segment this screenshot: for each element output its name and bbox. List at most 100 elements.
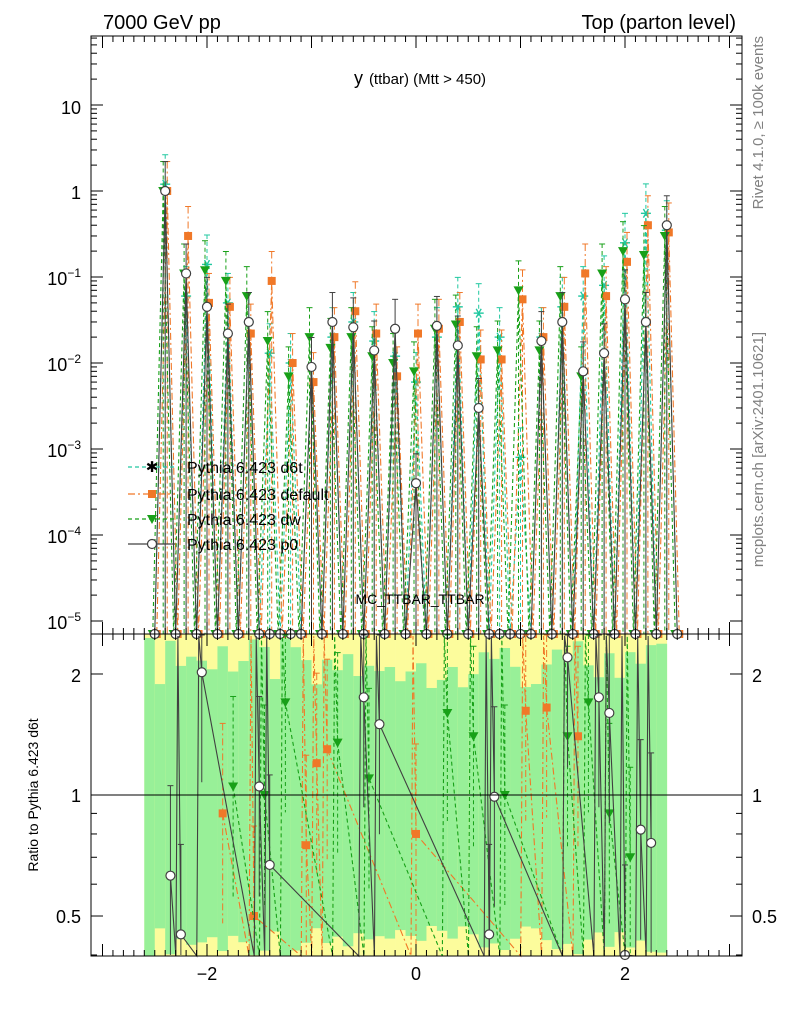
axes-ticks	[91, 36, 742, 956]
ratio-y-tick-label-0.5: 0.5	[56, 907, 81, 927]
ratio-point-p0	[635, 824, 646, 835]
ratio-band-green	[656, 643, 668, 953]
ratio-point-p0	[196, 667, 207, 678]
ratio-point-dw	[442, 708, 453, 718]
ratio-band-green	[144, 638, 156, 956]
data-point-p0	[243, 316, 254, 328]
side-label-events: Rivet 4.1.0, ≥ 100k events	[750, 36, 767, 209]
legend-marker-circle-icon	[146, 538, 158, 550]
data-point-default	[623, 257, 631, 266]
data-point-d6t	[473, 308, 484, 318]
legend: ✱ Pythia 6.423 d6t Pythia 6.423 default …	[128, 459, 329, 554]
data-point-p0	[431, 320, 442, 332]
ratio-point-default	[302, 841, 311, 850]
ratio-band-green	[290, 647, 302, 951]
y-tick-label-10: 10	[61, 98, 81, 118]
y-tick-label-1e-2: 10−2	[47, 352, 81, 375]
x-tick-label-neg2: −2	[197, 964, 218, 984]
data-point-default	[643, 221, 652, 230]
ratio-band-green	[269, 679, 281, 932]
ratio-band-green	[248, 639, 260, 956]
ratio-y-tick-label-2: 2	[71, 666, 81, 686]
data-point-p0	[557, 316, 568, 328]
ratio-band-green	[510, 666, 521, 939]
legend-entry-p0: Pythia 6.423 p0	[128, 537, 298, 554]
ratio-point-p0	[562, 652, 573, 663]
data-point-p0	[619, 294, 631, 305]
ratio-line-dw	[232, 635, 631, 957]
x-tick-label-0: 0	[411, 964, 421, 984]
data-point-default	[518, 295, 527, 304]
data-point-default	[267, 276, 276, 285]
data-point-dw	[220, 276, 231, 286]
ratio-point-default	[412, 829, 420, 838]
data-point-dw	[618, 247, 628, 257]
data-point-p0	[160, 185, 171, 197]
data-point-d6t	[620, 238, 630, 248]
data-point-dw	[597, 269, 608, 279]
ratio-point-p0	[646, 837, 657, 849]
ratio-point-dw	[625, 853, 636, 863]
ratio-band-green	[614, 677, 626, 933]
ratio-point-default	[542, 703, 551, 712]
data-point-default	[351, 307, 360, 316]
data-point-default	[414, 329, 422, 338]
legend-label-p0: Pythia 6.423 p0	[187, 537, 298, 554]
ratio-band-green	[353, 676, 365, 934]
legend-label-d6t: Pythia 6.423 d6t	[187, 460, 303, 477]
ratio-point-dw	[583, 698, 594, 708]
ratio-point-default	[312, 759, 321, 768]
data-point-p0	[640, 316, 652, 328]
plot-title: y (ttbar) (Mtt > 450)	[354, 68, 486, 88]
ratio-band-green	[238, 661, 250, 943]
ratio-band-green	[175, 665, 187, 940]
data-point-p0	[306, 361, 317, 373]
data-point-default	[581, 269, 590, 278]
header-right: Top (parton level)	[581, 12, 736, 34]
data-point-p0	[390, 323, 401, 334]
plot-title-sub: (ttbar) (Mtt > 450)	[369, 71, 486, 88]
ratio-band-green	[625, 652, 636, 948]
ratio-point-p0	[264, 859, 275, 871]
plot-title-main: y	[354, 68, 363, 88]
ratio-band-green	[426, 687, 438, 927]
ratio-point-p0	[175, 929, 186, 940]
data-point-p0	[181, 268, 192, 279]
ratio-band-green	[457, 687, 469, 927]
data-point-dw	[492, 346, 503, 356]
ratio-point-p0	[604, 707, 615, 719]
ratio-point-p0	[593, 692, 604, 703]
ratio-point-default	[218, 809, 227, 818]
ratio-band-green	[395, 681, 406, 931]
ratio-band-green	[186, 656, 197, 945]
data-point-p0	[536, 335, 547, 347]
ratio-band-green	[384, 667, 396, 939]
ratio-band-green	[436, 679, 448, 931]
data-point-default	[372, 329, 381, 338]
ratio-band-green	[478, 652, 490, 948]
data-point-p0	[661, 220, 672, 231]
y-tick-label-1e-5: 10−5	[47, 610, 81, 633]
data-point-p0	[348, 322, 359, 333]
data-point-p0	[222, 328, 233, 339]
data-point-default	[246, 329, 255, 338]
ratio-point-default	[521, 706, 530, 715]
ratio-band-green	[530, 684, 542, 929]
data-point-p0	[598, 348, 610, 359]
data-point-default	[497, 355, 506, 364]
data-point-p0	[452, 340, 463, 351]
ratio-point-default	[573, 732, 582, 741]
legend-entry-d6t: ✱ Pythia 6.423 d6t	[128, 459, 303, 477]
ratio-band-green	[405, 671, 417, 936]
ratio-point-p0	[358, 692, 369, 703]
data-point-p0	[327, 316, 338, 328]
ratio-band-green	[583, 665, 594, 940]
data-point-dw	[200, 266, 210, 276]
legend-entry-dw: Pythia 6.423 dw	[128, 512, 301, 529]
data-point-default	[184, 231, 193, 240]
ratio-band-green	[207, 669, 218, 938]
ratio-band-green	[321, 659, 333, 943]
data-point-p0	[473, 402, 484, 414]
ratio-point-dw	[332, 738, 343, 748]
